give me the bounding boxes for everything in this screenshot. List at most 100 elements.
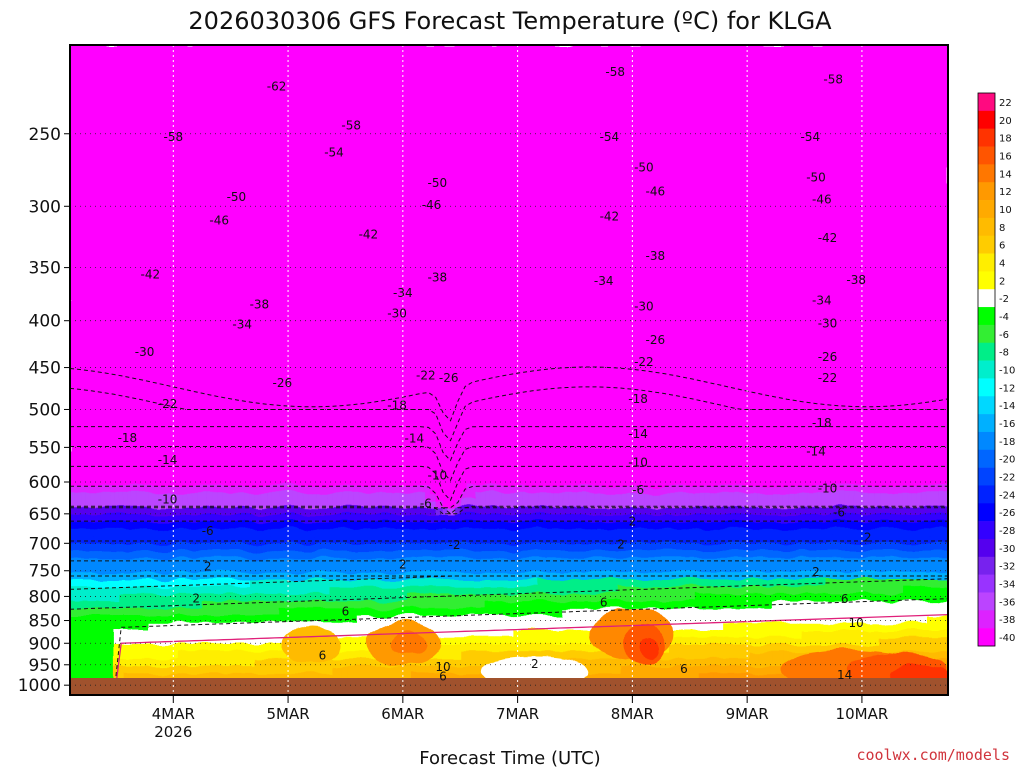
- colorbar-label: -24: [999, 490, 1015, 501]
- isotherm-line: [70, 485, 948, 509]
- colorbar-swatch: [978, 200, 995, 219]
- contour-label: 2: [531, 657, 539, 671]
- contour-label: -22: [818, 371, 838, 385]
- colorbar-swatch: [978, 485, 995, 504]
- colorbar-label: -22: [999, 473, 1015, 484]
- y-tick-label: 800: [29, 587, 61, 607]
- colorbar-swatch: [978, 253, 995, 272]
- chart-title: 2026030306 GFS Forecast Temperature (ºC)…: [188, 7, 832, 35]
- colorbar-swatch: [978, 503, 995, 522]
- colorbar-swatch: [978, 449, 995, 468]
- contour-label: -30: [135, 345, 155, 359]
- colorbar-label: -30: [999, 544, 1015, 555]
- isotherm-line: [70, 366, 948, 422]
- colorbar-swatch: [978, 467, 995, 486]
- colorbar-swatch: [978, 431, 995, 451]
- isotherm-line: [70, 426, 948, 462]
- contour-label: 6: [439, 669, 447, 683]
- y-axis-ticks: 2503003504004505005506006507007508008509…: [18, 125, 70, 696]
- contour-label: -26: [272, 376, 292, 390]
- colorbar-label: -28: [999, 526, 1015, 537]
- colorbar-label: 14: [999, 169, 1012, 180]
- grid-lines: [70, 45, 948, 695]
- contour-label: -2: [449, 538, 461, 552]
- isotherm-line: [70, 575, 948, 590]
- x-tick-label: 4MAR: [152, 705, 195, 723]
- contour-label: 14: [837, 668, 852, 682]
- contour-label: -38: [250, 298, 270, 312]
- contour-label: -18: [812, 416, 832, 430]
- colorbar-swatch: [978, 342, 995, 361]
- contour-label: 6: [600, 595, 608, 609]
- colorbar-label: 12: [999, 187, 1012, 198]
- colorbar-label: 10: [999, 205, 1012, 216]
- x-tick-label: 6MAR: [381, 705, 424, 723]
- colorbar-label: -14: [999, 401, 1015, 412]
- contour-label: 6: [841, 592, 849, 606]
- contour-label: -22: [416, 368, 436, 382]
- y-tick-label: 350: [29, 259, 61, 279]
- contour-label: 2: [192, 591, 200, 605]
- colorbar-label: 2: [999, 276, 1005, 287]
- contour-label: -58: [823, 72, 843, 86]
- contour-label: -42: [600, 210, 620, 224]
- colorbar-swatch: [978, 271, 995, 290]
- colorbar-swatch: [978, 128, 995, 147]
- contour-label: -42: [140, 267, 160, 281]
- contour-label: -50: [634, 160, 654, 174]
- contour-label: -6: [833, 506, 845, 520]
- contour-label: -58: [163, 130, 183, 144]
- contour-label: -6: [632, 483, 644, 497]
- colorbar-label: 16: [999, 151, 1012, 162]
- y-tick-label: 450: [29, 359, 61, 379]
- contour-label: -10: [818, 482, 838, 496]
- colorbar-label: 4: [999, 259, 1005, 270]
- x-axis-label: Forecast Time (UTC): [419, 748, 600, 768]
- contour-label: -30: [387, 307, 407, 321]
- contour-label: -58: [341, 119, 361, 133]
- contour-label: -26: [818, 350, 838, 364]
- contour-label: 2: [617, 537, 625, 551]
- isotherm-line: [70, 386, 948, 442]
- contour-label: 2: [812, 565, 820, 579]
- colorbar-label: 8: [999, 223, 1005, 234]
- colorbar-label: -18: [999, 437, 1015, 448]
- contour-label: -54: [600, 130, 620, 144]
- contour-lines: [70, 366, 948, 695]
- contour-label: -14: [404, 432, 424, 446]
- colorbar-swatch: [978, 164, 995, 183]
- contour-label: 2: [629, 515, 637, 529]
- contour-label: 2: [864, 531, 872, 545]
- contour-label: -22: [634, 355, 654, 369]
- contour-label: -46: [422, 198, 442, 212]
- contour-label: -10: [158, 493, 178, 507]
- colorbar-swatch: [978, 110, 995, 129]
- colorbar-swatch: [978, 414, 995, 433]
- freezing-line: [114, 613, 948, 695]
- contour-label: -22: [158, 397, 178, 411]
- contour-label: -38: [427, 271, 447, 285]
- contour-label: -54: [324, 145, 344, 159]
- colorbar-label: -12: [999, 383, 1015, 394]
- contour-label: -42: [818, 231, 838, 245]
- colorbar-label: -38: [999, 615, 1015, 626]
- ground-terrain: [70, 678, 948, 695]
- isotherm-line: [70, 446, 948, 482]
- contour-label: -14: [628, 427, 648, 441]
- colorbar-swatch: [978, 235, 995, 254]
- contour-label: -50: [806, 170, 826, 184]
- contour-label: -10: [427, 468, 447, 482]
- colorbar-swatch: [978, 610, 995, 629]
- contour-label: -34: [232, 318, 252, 332]
- contour-labels: -58-62-58-58-58-54-54 -54-50-50-50-50-46-…: [118, 65, 872, 683]
- isotherm-line: [70, 598, 948, 695]
- y-tick-label: 650: [29, 505, 61, 525]
- contour-label: -18: [628, 392, 648, 406]
- contour-label: 6: [680, 662, 688, 676]
- colorbar-swatch: [978, 592, 995, 611]
- contour-label: -30: [634, 300, 654, 314]
- contour-label: -18: [118, 431, 138, 445]
- contour-label: -14: [158, 453, 178, 467]
- y-tick-label: 300: [29, 197, 61, 217]
